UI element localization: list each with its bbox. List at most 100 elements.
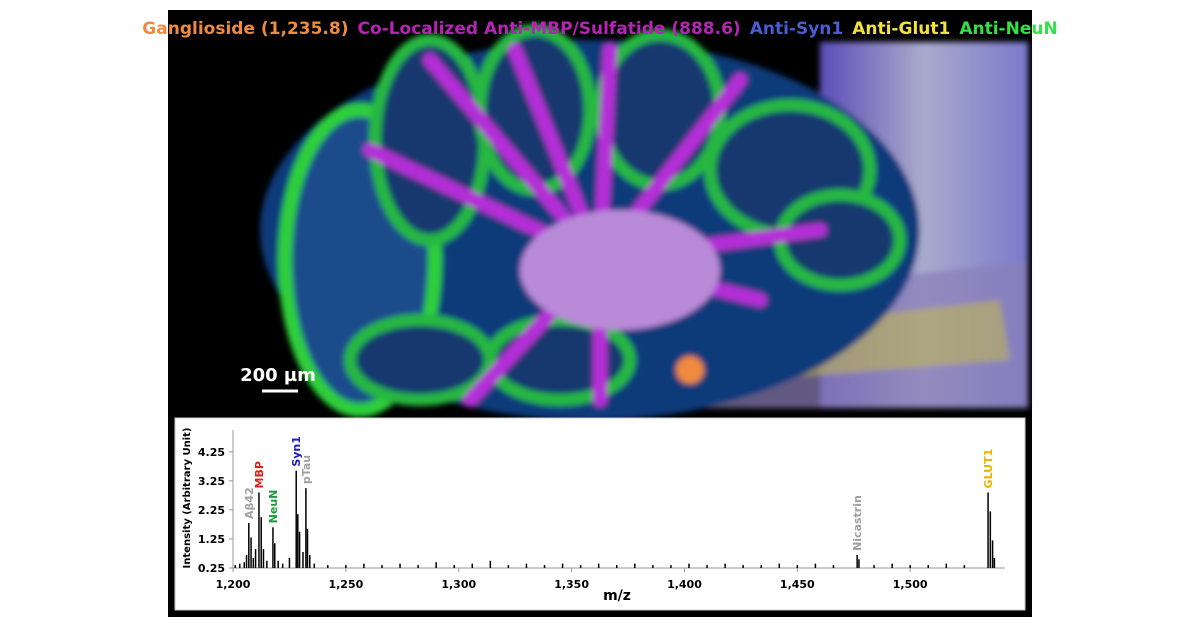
peak-label: NeuN	[267, 490, 280, 524]
peak	[891, 563, 893, 568]
peak	[543, 565, 546, 568]
peak	[778, 563, 781, 568]
peak	[239, 563, 241, 568]
scale-bar-label: 200 µm	[240, 365, 316, 386]
plot: 0.25 1.25 2.25 3.25 4.25 1,200 1,250 1,300 1,350…	[198, 430, 1005, 591]
peak	[634, 563, 636, 568]
y-tick-label: 0.25	[198, 562, 225, 575]
peak-label: pTau	[300, 455, 313, 484]
peak	[254, 549, 257, 568]
peak	[305, 488, 307, 568]
peak	[302, 552, 304, 568]
x-tick-label: 1,250	[328, 578, 363, 591]
peak	[308, 554, 311, 568]
peak	[796, 565, 799, 568]
peak	[909, 565, 911, 568]
peak	[507, 565, 510, 568]
peak	[814, 563, 817, 568]
peak-label: Syn1	[290, 436, 303, 467]
peak	[243, 562, 246, 568]
peak-label: GLUT1	[982, 449, 995, 489]
y-tick-label: 3.25	[198, 475, 225, 488]
y-tick-label: 2.25	[198, 504, 225, 517]
peak	[858, 559, 860, 568]
y-axis-title: Intensity (Arbitrary Unit)	[182, 428, 193, 569]
peak	[277, 560, 279, 568]
peak	[579, 565, 582, 568]
tissue-image	[260, 24, 1028, 420]
peak	[266, 560, 268, 568]
x-axis-title: m/z	[603, 588, 631, 604]
peak	[399, 563, 401, 568]
peak	[234, 565, 237, 568]
peak	[363, 563, 365, 568]
x-tick-label: 1,200	[216, 578, 251, 591]
peak	[274, 543, 276, 568]
peak	[597, 563, 600, 568]
peak	[489, 560, 492, 568]
x-tick-label: 1,400	[667, 578, 702, 591]
peak	[724, 563, 726, 568]
peak	[706, 565, 708, 568]
peak	[963, 565, 966, 568]
peak	[258, 492, 260, 568]
channel-label: Ganglioside (1,235.8)	[142, 19, 348, 39]
peak	[561, 563, 564, 568]
channel-label-row: Ganglioside (1,235.8) Co-Localized Anti-M…	[142, 19, 1057, 39]
peak	[670, 565, 672, 568]
peak-label: MBP	[253, 461, 266, 488]
peak	[272, 527, 274, 568]
peak	[381, 565, 383, 568]
peak	[288, 557, 291, 568]
x-tick-label: 1,500	[893, 578, 928, 591]
x-tick-label: 1,350	[554, 578, 589, 591]
peak	[989, 511, 992, 568]
peak	[250, 537, 252, 568]
peak	[313, 563, 316, 568]
peak	[525, 563, 528, 568]
peak	[260, 517, 262, 568]
peak	[327, 565, 329, 568]
peak	[987, 492, 989, 568]
chart-frame	[174, 417, 1026, 611]
peak	[295, 470, 297, 568]
channel-label: Anti-Glut1	[852, 19, 950, 39]
channel-label: Co-Localized Anti-MBP/Sulfatide (888.6)	[358, 19, 741, 39]
peak	[688, 563, 690, 568]
x-tick-label: 1,450	[780, 578, 815, 591]
peak	[453, 565, 455, 568]
peak	[248, 522, 250, 568]
peak	[927, 565, 930, 568]
y-tick-label: 4.25	[198, 446, 225, 459]
peak-label: Nicastrin	[851, 495, 864, 551]
peak	[298, 531, 301, 568]
peak	[832, 565, 835, 568]
peak	[245, 554, 248, 568]
y-tick-label: 1.25	[198, 533, 225, 546]
peak	[873, 565, 875, 568]
x-tick-label: 1,300	[441, 578, 476, 591]
peak	[471, 563, 474, 568]
peak	[993, 557, 996, 568]
peak	[856, 554, 858, 568]
channel-label: Anti-NeuN	[959, 19, 1057, 39]
peak-label: Aβ42	[243, 487, 256, 519]
peak	[281, 563, 284, 568]
peak	[417, 565, 419, 568]
peak	[742, 565, 744, 568]
peak	[306, 528, 309, 568]
peak	[252, 557, 255, 568]
peak	[262, 549, 265, 568]
peak	[345, 565, 347, 568]
peak	[945, 563, 948, 568]
peak	[991, 540, 994, 568]
peak	[652, 565, 654, 568]
peak	[297, 514, 299, 568]
channel-label: Anti-Syn1	[750, 19, 844, 39]
channel-labels: Ganglioside (1,235.8) Co-Localized Anti-M…	[142, 19, 1057, 39]
peak	[615, 565, 618, 568]
peak	[435, 562, 437, 568]
peak	[760, 565, 762, 568]
